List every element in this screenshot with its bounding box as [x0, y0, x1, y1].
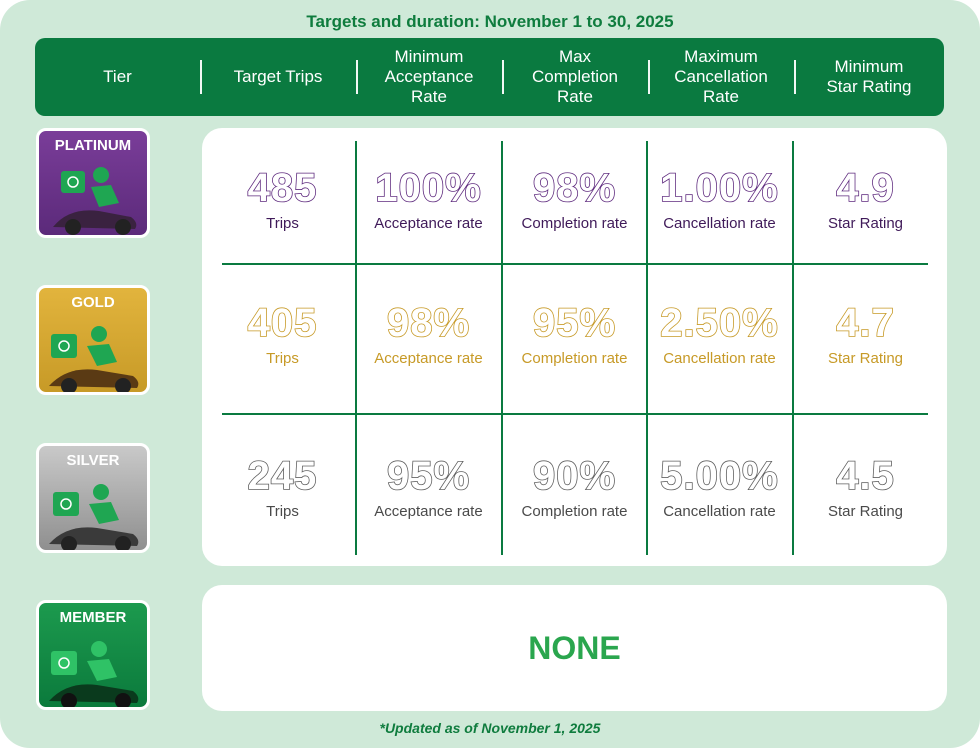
tier-badge-silver: SILVER [36, 443, 150, 553]
column-divider [792, 141, 794, 555]
header-min-acceptance: Minimum Acceptance Rate [356, 38, 502, 116]
silver-cancellation-cell: 5.00% Cancellation rate [659, 453, 779, 520]
header-max-completion: Max Completion Rate [502, 38, 648, 116]
silver-star-cell: 4.5 Star Rating [827, 453, 904, 520]
member-value: NONE [528, 629, 621, 666]
delivery-rider-icon [49, 484, 139, 550]
gold-trips-cell: 405 Trips [247, 300, 318, 367]
gold-acceptance-cell: 98% Acceptance rate [374, 300, 483, 367]
row-divider [222, 413, 928, 415]
platinum-trips-cell: 485 Trips [247, 165, 318, 232]
header-target-trips: Target Trips [200, 38, 356, 116]
tier-badge-member: MEMBER [36, 600, 150, 710]
gold-star-cell: 4.7 Star Rating [827, 300, 904, 367]
delivery-rider-icon [49, 641, 139, 707]
column-divider [646, 141, 648, 555]
silver-acceptance-cell: 95% Acceptance rate [374, 453, 483, 520]
header-min-star: Minimum Star Rating [794, 38, 944, 116]
footnote: *Updated as of November 1, 2025 [379, 720, 601, 736]
platinum-acceptance-cell: 100% Acceptance rate [374, 165, 483, 232]
column-divider [501, 141, 503, 555]
gold-completion-cell: 95% Completion rate [521, 300, 628, 367]
delivery-rider-icon [53, 167, 137, 235]
tier-badge-platinum: PLATINUM [36, 128, 150, 238]
platinum-star-cell: 4.9 Star Rating [827, 165, 904, 232]
header-tier: Tier [103, 67, 132, 86]
platinum-completion-cell: 98% Completion rate [521, 165, 628, 232]
member-panel: NONE [202, 585, 947, 711]
row-divider [222, 263, 928, 265]
gold-cancellation-cell: 2.50% Cancellation rate [659, 300, 779, 367]
targets-panel [202, 128, 947, 566]
tier-badge-gold: GOLD [36, 285, 150, 395]
table-header: Tier Target Trips Minimum Acceptance Rat… [35, 38, 944, 116]
delivery-rider-icon [49, 326, 139, 392]
column-divider [355, 141, 357, 555]
page-title: Targets and duration: November 1 to 30, … [306, 12, 674, 31]
platinum-cancellation-cell: 1.00% Cancellation rate [659, 165, 779, 232]
header-max-cancellation: Maximum Cancellation Rate [648, 38, 794, 116]
silver-trips-cell: 245 Trips [247, 453, 318, 520]
silver-completion-cell: 90% Completion rate [521, 453, 628, 520]
